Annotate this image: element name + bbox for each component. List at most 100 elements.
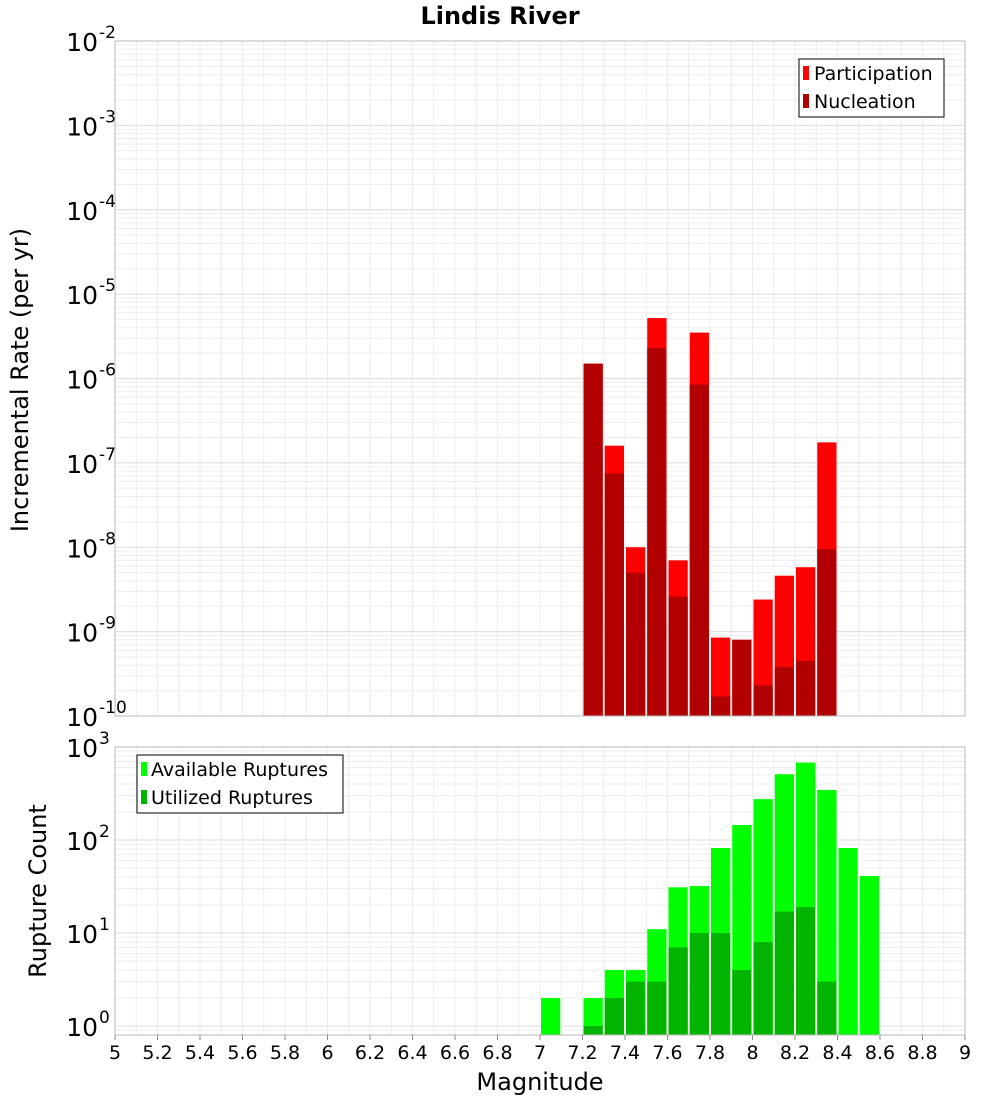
top-bar-b — [647, 347, 667, 716]
y-tick-label: 10 -5 — [66, 276, 116, 310]
bottom-bar-b — [817, 981, 837, 1035]
bottom-bar-a — [859, 876, 879, 1035]
bottom-y-axis-label: Rupture Count — [24, 804, 52, 978]
bottom-bar-b — [668, 947, 688, 1035]
y-tick-label: 10 0 — [66, 1008, 110, 1042]
bottom-bar-b — [626, 981, 646, 1035]
x-tick-label: 5.8 — [270, 1042, 300, 1064]
x-tick-label: 5.2 — [142, 1042, 172, 1064]
x-tick-label: 6 — [321, 1042, 333, 1064]
bottom-bar-b — [711, 932, 731, 1035]
x-tick-label: 8 — [746, 1042, 758, 1064]
y-tick-exponent: -2 — [99, 23, 116, 43]
y-tick-exponent: -6 — [99, 361, 116, 381]
x-tick-label: 6.8 — [482, 1042, 512, 1064]
top-legend: Participation Nucleation — [798, 58, 945, 118]
x-tick-label: 8.2 — [780, 1042, 810, 1064]
x-tick-label: 8.8 — [907, 1042, 937, 1064]
y-tick-label: 10 -10 — [66, 698, 127, 732]
bottom-bar-b — [753, 942, 773, 1035]
x-tick-label: 5.4 — [185, 1042, 215, 1064]
bottom-bar-a — [541, 997, 561, 1035]
top-y-ticks: 10-210-310-410-510-610-710-810-910-10 — [66, 23, 127, 732]
top-grid — [114, 41, 966, 717]
top-panel: 10-210-310-410-510-610-710-810-910-10 In… — [6, 23, 966, 732]
top-bar-b — [817, 549, 837, 716]
x-tick-label: 7 — [534, 1042, 546, 1064]
bottom-legend-box — [136, 754, 344, 814]
y-tick-base: 10 — [66, 827, 98, 856]
bottom-legend: Available Ruptures Utilized Ruptures — [136, 754, 344, 814]
top-bar-b — [668, 596, 688, 716]
bottom-bar-b — [689, 932, 709, 1035]
chart-title: Lindis River — [420, 2, 579, 30]
y-tick-exponent: 0 — [99, 1008, 110, 1028]
top-bar-b — [689, 384, 709, 716]
y-tick-exponent: -10 — [99, 698, 127, 718]
y-tick-base: 10 — [66, 112, 98, 141]
y-tick-label: 10 -8 — [66, 529, 116, 563]
y-tick-exponent: -9 — [99, 614, 116, 634]
y-tick-base: 10 — [66, 534, 98, 563]
top-bar-b — [626, 572, 646, 716]
x-tick-label: 5.6 — [227, 1042, 257, 1064]
top-bar-b — [604, 473, 624, 716]
y-tick-exponent: -4 — [99, 192, 116, 212]
y-tick-label: 10 2 — [66, 822, 110, 856]
legend-label-utilized: Utilized Ruptures — [151, 787, 313, 809]
bottom-bar-b — [774, 911, 794, 1035]
y-tick-base: 10 — [66, 1013, 98, 1042]
x-tick-label: 6.6 — [440, 1042, 470, 1064]
x-tick-label: 8.6 — [865, 1042, 895, 1064]
legend-label-nucleation: Nucleation — [814, 91, 916, 113]
y-tick-label: 10 -6 — [66, 361, 116, 395]
x-tick-label: 6.4 — [397, 1042, 427, 1064]
y-tick-label: 10 -3 — [66, 107, 116, 141]
top-plot-frame — [114, 40, 966, 717]
y-tick-exponent: 3 — [99, 729, 110, 749]
legend-swatch-utilized — [141, 790, 147, 804]
legend-swatch-nucleation — [803, 94, 809, 108]
x-tick-label: 5 — [109, 1042, 121, 1064]
bottom-bar-a — [583, 997, 603, 1035]
y-tick-label: 10 -9 — [66, 614, 116, 648]
y-tick-base: 10 — [66, 619, 98, 648]
y-tick-exponent: 1 — [99, 915, 110, 935]
x-ticks: 5 5.2 5.4 5.6 5.8 6 6.2 6.4 6.6 6.8 7 7.2 7.4 7.6 7.8 8… — [109, 1035, 971, 1064]
y-tick-base: 10 — [66, 703, 98, 732]
y-tick-exponent: -7 — [99, 445, 116, 465]
x-tick-label: 7.2 — [567, 1042, 597, 1064]
bottom-bar-b — [647, 981, 667, 1035]
y-tick-base: 10 — [66, 920, 98, 949]
bottom-bars — [541, 762, 879, 1035]
top-bar-b — [796, 660, 816, 716]
x-tick-label: 7.8 — [695, 1042, 725, 1064]
top-bar-b — [774, 667, 794, 716]
top-bar-b — [732, 639, 752, 716]
y-tick-label: 10 1 — [66, 915, 110, 949]
y-tick-base: 10 — [66, 281, 98, 310]
x-tick-label: 6.2 — [355, 1042, 385, 1064]
x-tick-label: 7.4 — [610, 1042, 640, 1064]
top-bar-b — [753, 685, 773, 716]
top-bar-a — [711, 637, 731, 716]
top-bars — [583, 318, 837, 716]
top-bar-b — [711, 696, 731, 716]
y-tick-base: 10 — [66, 450, 98, 479]
top-legend-box — [798, 58, 945, 118]
bottom-bar-b — [732, 969, 752, 1035]
y-tick-base: 10 — [66, 734, 98, 763]
bottom-bar-a — [838, 848, 858, 1035]
y-tick-label: 10 -4 — [66, 192, 116, 226]
y-tick-label: 10 3 — [66, 729, 110, 763]
y-tick-label: 10 -7 — [66, 445, 116, 479]
top-y-axis-label: Incremental Rate (per yr) — [6, 228, 34, 532]
y-tick-base: 10 — [66, 366, 98, 395]
x-tick-label: 9 — [959, 1042, 971, 1064]
y-tick-label: 10 -2 — [66, 23, 116, 57]
y-tick-base: 10 — [66, 28, 98, 57]
bottom-bar-b — [796, 907, 816, 1035]
